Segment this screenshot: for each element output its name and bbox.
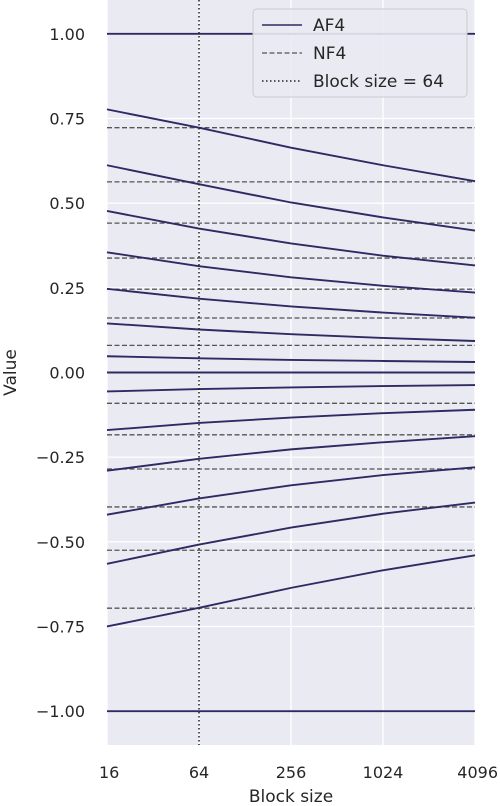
y-tick-label-8: −1.00 <box>36 702 85 721</box>
af4-lines <box>106 32 476 713</box>
af4-line-4 <box>106 251 476 294</box>
legend-label-block-size: Block size = 64 <box>313 72 444 92</box>
x-tick-label-0: 16 <box>99 763 119 782</box>
legend-label-af4: AF4 <box>313 16 345 36</box>
y-tick-label-7: −0.75 <box>36 617 85 636</box>
legend-box <box>252 8 468 98</box>
legend-label-nf4: NF4 <box>313 44 346 64</box>
af4-line-2 <box>106 164 476 232</box>
y-tick-label-6: −0.50 <box>36 533 85 552</box>
x-tick-label-4: 4096 <box>457 763 498 782</box>
af4-line-7 <box>106 355 476 363</box>
af4-line-9 <box>106 384 476 393</box>
y-tick-labels: 1.00 0.75 0.50 0.25 0.00 −0.25 −0.50 −0.75 −1.00 <box>36 25 85 721</box>
x-tick-labels: 16 64 256 1024 4096 <box>99 763 498 782</box>
af4-line-5 <box>106 287 476 319</box>
y-tick-label-0: 1.00 <box>49 25 85 44</box>
af4-line-6 <box>106 322 476 342</box>
y-axis-title: Value <box>1 349 21 396</box>
af4-line-3 <box>106 210 476 267</box>
y-tick-label-5: −0.25 <box>36 448 85 467</box>
legend: AF4 NF4 Block size = 64 <box>252 8 468 98</box>
af4-line-13 <box>106 501 476 565</box>
y-tick-label-3: 0.25 <box>49 279 85 298</box>
x-tick-label-1: 64 <box>189 763 209 782</box>
af4-line-11 <box>106 435 476 472</box>
af4-line-1 <box>106 108 476 183</box>
x-tick-label-2: 256 <box>276 763 307 782</box>
x-axis-title: Block size <box>249 787 333 806</box>
af4-line-12 <box>106 466 476 516</box>
x-tick-label-3: 1024 <box>363 763 404 782</box>
af4-line-14 <box>106 554 476 628</box>
y-tick-label-4: 0.00 <box>49 364 85 383</box>
y-tick-label-2: 0.50 <box>49 194 85 213</box>
af4-line-10 <box>106 408 476 432</box>
y-tick-label-1: 0.75 <box>49 110 85 129</box>
